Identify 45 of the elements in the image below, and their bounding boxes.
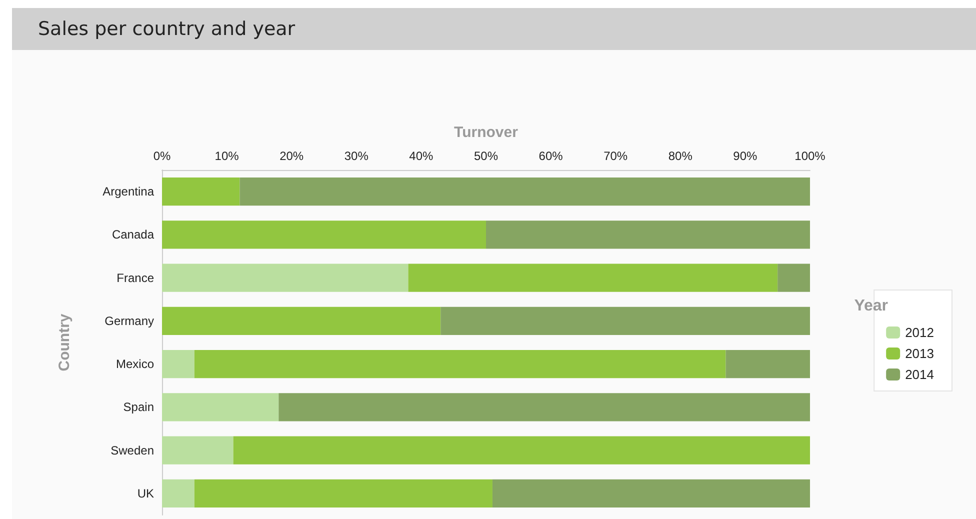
legend-label: 2013	[905, 346, 934, 361]
bar	[726, 350, 810, 378]
bar	[194, 479, 492, 508]
bar	[162, 264, 408, 292]
x-tick-label: 60%	[538, 149, 564, 163]
y-axis-title: Country	[56, 313, 73, 372]
x-tick-label: 90%	[733, 149, 758, 163]
y-tick-label: Argentina	[102, 184, 154, 199]
bar	[778, 264, 810, 292]
y-tick-label: Sweden	[110, 443, 154, 458]
bar	[408, 264, 778, 292]
x-tick-label: 30%	[344, 149, 369, 163]
legend-label: 2012	[905, 325, 934, 340]
x-tick-label: 80%	[668, 149, 693, 163]
y-tick-label: Germany	[104, 314, 154, 328]
y-tick-label: Canada	[112, 228, 154, 242]
bar	[240, 178, 810, 206]
bar	[233, 436, 810, 464]
bar	[492, 479, 810, 508]
x-tick-label: 70%	[604, 149, 628, 163]
bar	[278, 393, 810, 422]
bar	[162, 436, 234, 464]
x-tick-label: 0%	[153, 149, 171, 163]
legend-title: Year	[854, 298, 888, 314]
x-axis-title: Turnover	[454, 124, 518, 141]
legend-label: 2014	[905, 367, 934, 382]
x-tick-label: 100%	[794, 149, 826, 163]
bar	[486, 220, 810, 249]
bar	[440, 306, 810, 335]
bar	[162, 306, 441, 335]
y-tick-label: France	[116, 270, 154, 285]
bar	[162, 350, 194, 378]
bar	[162, 393, 279, 422]
y-tick-label: UK	[137, 486, 154, 500]
x-tick-label: 10%	[214, 149, 240, 163]
x-tick-label: 50%	[474, 149, 498, 163]
y-tick-label: Spain	[123, 400, 154, 414]
y-tick-label: Mexico	[116, 357, 154, 372]
chart-title: Sales per country and year	[38, 18, 296, 40]
x-tick-label: 40%	[409, 149, 434, 163]
bar	[194, 350, 726, 378]
bar	[162, 479, 194, 508]
bar	[162, 178, 240, 206]
bar	[162, 220, 486, 249]
x-tick-label: 20%	[280, 149, 304, 163]
